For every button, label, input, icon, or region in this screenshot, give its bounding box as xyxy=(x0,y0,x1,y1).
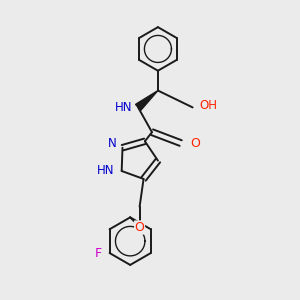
Text: OH: OH xyxy=(200,99,217,112)
Text: HN: HN xyxy=(97,164,115,178)
Text: O: O xyxy=(190,136,200,150)
Text: HN: HN xyxy=(115,101,132,114)
Text: N: N xyxy=(108,137,117,150)
Text: O: O xyxy=(135,221,145,234)
Text: F: F xyxy=(94,247,102,260)
Polygon shape xyxy=(136,91,158,110)
